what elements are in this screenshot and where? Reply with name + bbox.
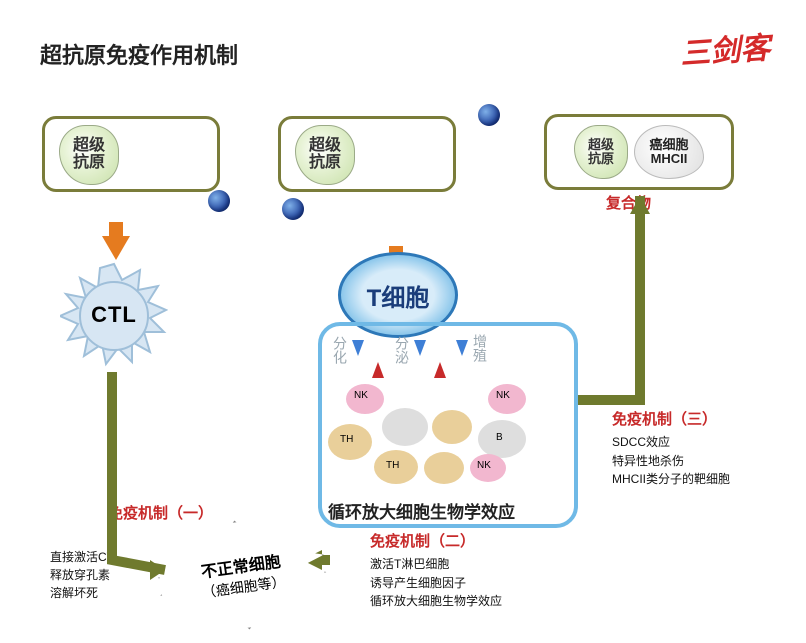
connector-lines (0, 0, 806, 643)
